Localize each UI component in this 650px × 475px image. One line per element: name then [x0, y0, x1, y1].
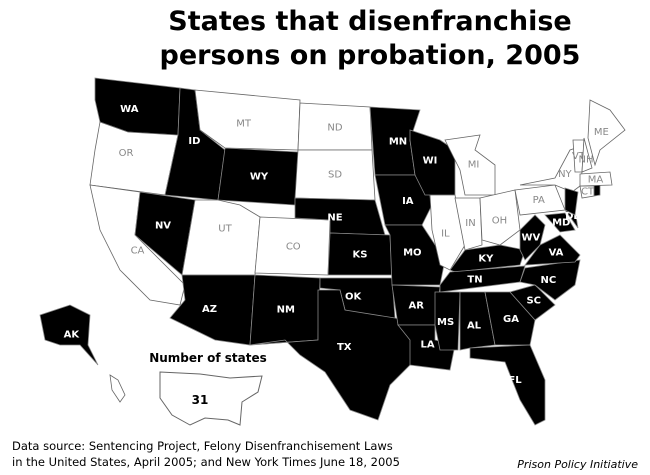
state-label: OR [119, 148, 134, 159]
state [469, 344, 546, 426]
state-label: TX [337, 342, 352, 353]
state-label: AR [409, 301, 425, 312]
state [544, 212, 576, 233]
state [249, 289, 416, 421]
state-label: FL [508, 375, 522, 386]
state-label: MS [437, 317, 454, 328]
state-label: VA [549, 247, 564, 258]
state-label: TN [467, 274, 482, 285]
state-label: WY [250, 171, 269, 182]
state-label: MI [468, 159, 480, 170]
state [454, 197, 483, 251]
state [39, 304, 99, 366]
state-label: KS [353, 250, 368, 261]
source-line: in the United States, April 2005; and Ne… [12, 455, 400, 469]
source-line: Data source: Sentencing Project, Felony … [12, 439, 393, 453]
state-label: IA [402, 196, 414, 207]
state [579, 171, 613, 187]
title-line: States that disenfranchise [168, 6, 571, 37]
title-line: persons on probation, 2005 [160, 40, 581, 71]
state [459, 291, 496, 351]
state [181, 199, 261, 276]
state-label: NY [558, 169, 572, 180]
state-label: VT [572, 151, 586, 162]
state [587, 99, 626, 167]
state-label: WI [423, 156, 438, 167]
state-label: CT [581, 187, 595, 198]
state-label: NE [327, 212, 342, 223]
state [509, 284, 556, 321]
state [397, 324, 456, 371]
state [519, 214, 546, 261]
legend-value: 31 [192, 393, 209, 407]
state-label: DE [565, 211, 580, 222]
state [434, 291, 461, 351]
state-label: CO [286, 241, 301, 252]
state-label: CA [131, 245, 145, 256]
state [194, 89, 301, 151]
state-label: NC [540, 275, 556, 286]
state-label: WV [521, 233, 540, 244]
state-label: LA [421, 339, 435, 350]
state [484, 291, 536, 346]
state-label: IL [441, 228, 450, 239]
state-label: MN [389, 136, 407, 147]
state-label: NH [579, 154, 594, 165]
state-label: MT [236, 119, 252, 130]
state-label: MD [552, 218, 570, 229]
state [524, 234, 581, 266]
state-label: MA [588, 174, 604, 185]
state [479, 189, 521, 246]
state [581, 137, 593, 173]
states: WA OR CA NV ID MT WY UT CO AZ NM ND SD NE KS OK TX MN IA MO… [39, 77, 626, 426]
state-label: OH [492, 216, 507, 227]
state-label: WA [120, 104, 139, 115]
state-label: ID [188, 136, 200, 147]
state-label: AK [64, 329, 81, 340]
state-label: OK [345, 292, 363, 303]
state-label: IN [465, 218, 475, 229]
state-label: AL [467, 320, 482, 331]
state-label: PA [533, 195, 545, 206]
state-label: ME [594, 127, 609, 138]
credit: Prison Policy Initiative [517, 458, 638, 471]
legend-title: Number of states [149, 351, 267, 365]
state-label: GA [503, 314, 519, 325]
state-label: NM [277, 305, 295, 316]
state-label: SD [328, 170, 342, 181]
legend-map [159, 371, 263, 426]
state-label: NV [155, 221, 171, 232]
state [444, 134, 496, 196]
state-label: AZ [202, 304, 217, 315]
state-label: KY [478, 254, 494, 265]
state [593, 184, 601, 197]
state [109, 374, 126, 403]
state-label: UT [218, 224, 232, 235]
state-label: ND [327, 123, 342, 134]
state [564, 187, 579, 216]
state-label: MO [403, 248, 421, 259]
state [519, 259, 581, 301]
state-label: SC [526, 296, 541, 307]
